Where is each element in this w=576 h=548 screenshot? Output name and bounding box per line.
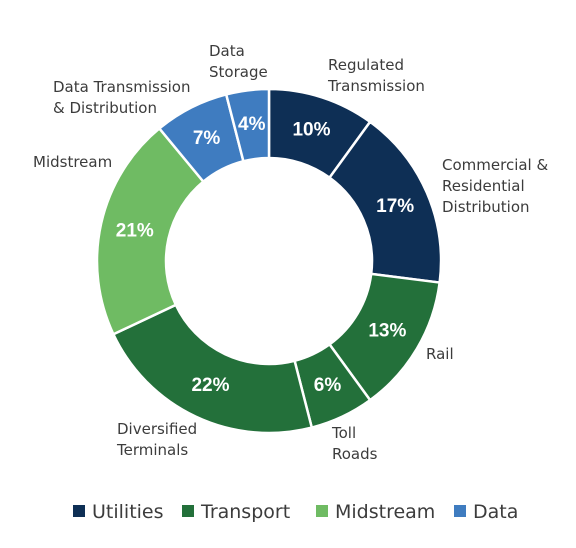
legend-label: Utilities [92, 501, 164, 523]
slice-percent-label: 4% [238, 114, 266, 135]
legend-item: Data [454, 501, 518, 523]
legend-swatch [454, 505, 466, 517]
slice-category-label: Midstream [33, 153, 112, 171]
slice-category-label: Diversified Terminals [116, 420, 197, 459]
slice-category-label: Rail [426, 345, 454, 363]
legend-swatch [316, 505, 328, 517]
legend-item: Transport [182, 501, 290, 523]
slice-percent-label: 17% [376, 196, 414, 217]
slice-category-label: Regulated Transmission [327, 56, 425, 95]
slice-category-label: Commercial & Residential Distribution [442, 156, 548, 216]
legend-item: Midstream [316, 501, 435, 523]
legend-label: Midstream [335, 501, 435, 523]
legend-swatch [73, 505, 85, 517]
legend-label: Transport [200, 501, 290, 523]
slice-percent-label: 7% [193, 128, 221, 149]
slice-percent-label: 22% [191, 375, 229, 396]
donut-slice [224, 87, 271, 163]
slice-percent-label: 21% [116, 221, 154, 242]
donut-slice [111, 303, 314, 435]
legend-swatch [182, 505, 194, 517]
slice-category-label: Data Storage [209, 42, 268, 81]
slice-percent-label: 13% [368, 320, 406, 341]
slice-percent-label: 6% [314, 375, 342, 396]
slice-category-label: Data Transmission & Distribution [53, 78, 190, 117]
legend-label: Data [473, 501, 518, 523]
slice-percent-label: 10% [292, 120, 330, 141]
slice-category-label: Toll Roads [331, 424, 378, 463]
legend-item: Utilities [73, 501, 164, 523]
